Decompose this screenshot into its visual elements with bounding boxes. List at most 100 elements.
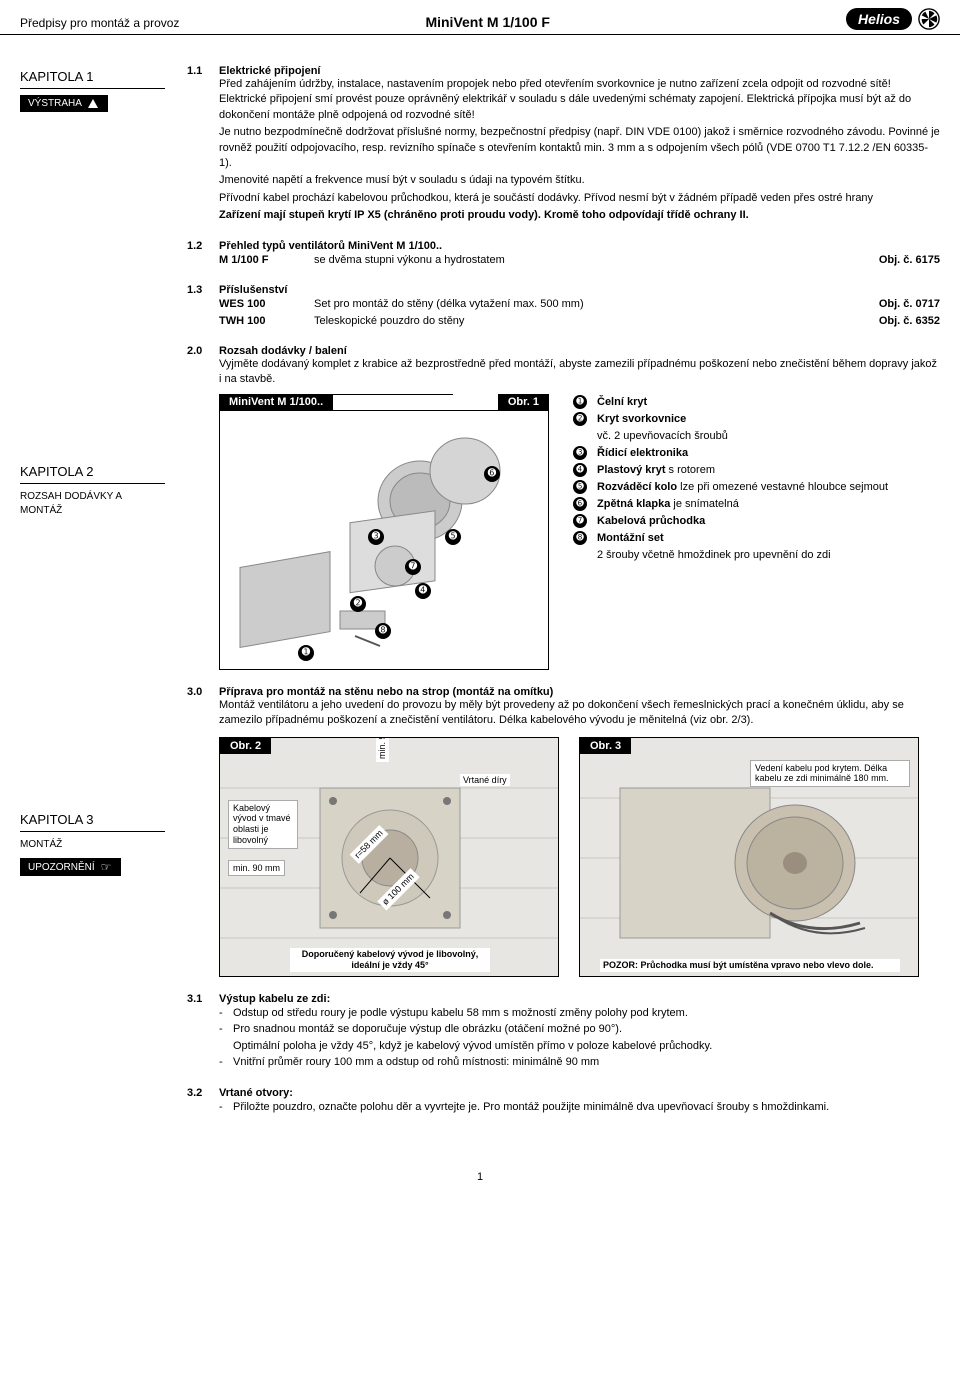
section-2-0: 2.0 Rozsah dodávky / balení Vyjměte dodá… (187, 345, 940, 670)
legend-num: ➐ (573, 514, 587, 528)
callout-5: ➎ (445, 529, 461, 545)
paragraph: Vyjměte dodávaný komplet z krabice až be… (219, 357, 940, 388)
obj-number: Obj. č. 0717 (850, 296, 940, 313)
legend-num: ➌ (573, 446, 587, 460)
fig1-label: Obr. 1 (498, 394, 549, 410)
sec-title: Rozsah dodávky / balení (219, 345, 347, 357)
sidebar-chapter-2: KAPITOLA 2 ROZSAH DODÁVKY A MONTÁŽ (20, 464, 165, 518)
obj-number: Obj. č. 6175 (850, 252, 940, 269)
list-item: -Pro snadnou montáž se doporučuje výstup… (219, 1021, 940, 1038)
legend-text: Čelní kryt (597, 394, 647, 411)
figure-2: Obr. 2 (219, 737, 559, 977)
sec-num: 1.3 (187, 284, 211, 296)
table-row: WES 100 Set pro montáž do stěny (délka v… (219, 296, 940, 313)
model-desc: se dvěma stupni výkonu a hydrostatem (314, 252, 850, 269)
paragraph-bold: Zařízení mají stupeň krytí IP X5 (chráně… (219, 208, 940, 223)
sec-title: Přehled typů ventilátorů MiniVent M 1/10… (219, 240, 442, 252)
badge-text: UPOZORNĚNÍ (28, 862, 95, 873)
sidebar: KAPITOLA 1 VÝSTRAHA KAPITOLA 2 ROZSAH DO… (20, 65, 165, 1131)
paragraph: Je nutno bezpodmínečně dodržovat přísluš… (219, 125, 940, 171)
legend-item: ➐ Kabelová průchodka (573, 513, 888, 530)
legend-item: ➑Montážní set2 šrouby včetně hmoždinek p… (573, 530, 888, 564)
section-3-2: 3.2 Vrtané otvory: -Přiložte pouzdro, oz… (187, 1087, 940, 1116)
header-logo: Helios (846, 8, 940, 30)
model-code: M 1/100 F (219, 252, 314, 269)
legend-item: ➋Kryt svorkovnicevč. 2 upevňovacích šrou… (573, 411, 888, 445)
sec-num: 3.0 (187, 686, 211, 698)
section-3-1: 3.1 Výstup kabelu ze zdi: -Odstup od stř… (187, 993, 940, 1071)
sec-title: Vrtané otvory: (219, 1087, 293, 1099)
list-item: Optimální poloha je vždy 45°, když je ka… (219, 1038, 940, 1055)
sec-title: Elektrické připojení (219, 65, 320, 77)
legend-item: ➌ Řídicí elektronika (573, 445, 888, 462)
sec-num: 1.2 (187, 240, 211, 252)
paragraph: Před zahájením údržby, instalace, nastav… (219, 77, 940, 123)
list-item: -Vnitřní průměr roury 100 mm a odstup od… (219, 1054, 940, 1071)
legend-text: Rozváděcí kolo lze při omezené vestavné … (597, 479, 888, 496)
legend-item: ➎ Rozváděcí kolo lze při omezené vestavné… (573, 479, 888, 496)
chapter-2-subtitle: ROZSAH DODÁVKY A MONTÁŽ (20, 490, 165, 518)
figure-1-legend: ➊ Čelní kryt➋Kryt svorkovnicevč. 2 upevňo… (573, 394, 888, 564)
fig2-label: Obr. 2 (220, 738, 271, 754)
chapter-3-subtitle: MONTÁŽ (20, 838, 165, 852)
figure-1-block: MiniVent M 1/100.. Obr. 1 (219, 394, 940, 670)
legend-item: ➍Plastový kryt s rotorem (573, 462, 888, 479)
main: 1.1 Elektrické připojení Před zahájením … (187, 65, 940, 1131)
page-content: KAPITOLA 1 VÝSTRAHA KAPITOLA 2 ROZSAH DO… (0, 35, 960, 1151)
obj-number: Obj. č. 6352 (850, 313, 940, 330)
header-doc-type: Předpisy pro montáž a provoz (20, 16, 179, 30)
fig1-title: MiniVent M 1/100.. (219, 394, 333, 410)
paragraph: Přívodní kabel prochází kabelovou průcho… (219, 191, 940, 206)
chapter-1-title: KAPITOLA 1 (20, 69, 165, 84)
section-1-2: 1.2 Přehled typů ventilátorů MiniVent M … (187, 240, 940, 269)
sec-title: Výstup kabelu ze zdi: (219, 993, 330, 1005)
legend-num: ➍ (573, 463, 587, 477)
legend-num: ➏ (573, 497, 587, 511)
list-item: -Přiložte pouzdro, označte polohu děr a … (219, 1099, 940, 1116)
callout-3: ➌ (368, 529, 384, 545)
legend-num: ➎ (573, 480, 587, 494)
sidebar-chapter-1: KAPITOLA 1 VÝSTRAHA (20, 69, 165, 120)
logo-text: Helios (846, 8, 912, 30)
legend-text: Kabelová průchodka (597, 513, 705, 530)
fig2-caption: Doporučený kabelový vývod je libovolný, … (290, 948, 490, 972)
acc-desc: Teleskopické pouzdro do stěny (314, 313, 850, 330)
page-number: 1 (0, 1171, 960, 1183)
sec-num: 2.0 (187, 345, 211, 357)
section-1-1: 1.1 Elektrické připojení Před zahájením … (187, 65, 940, 224)
fig2-annotation: Vrtané díry (460, 774, 510, 787)
callout-4: ➍ (415, 583, 431, 599)
notice-badge: UPOZORNĚNÍ ☞ (20, 858, 121, 876)
chapter-3-title: KAPITOLA 3 (20, 812, 165, 827)
acc-code: WES 100 (219, 296, 314, 313)
legend-text: Zpětná klapka je snímatelná (597, 496, 739, 513)
table-row: M 1/100 F se dvěma stupni výkonu a hydro… (219, 252, 940, 269)
fan-icon (918, 8, 940, 30)
sec-title: Příprava pro montáž na stěnu nebo na str… (219, 686, 553, 698)
sidebar-chapter-3: KAPITOLA 3 MONTÁŽ UPOZORNĚNÍ ☞ (20, 812, 165, 884)
paragraph: Jmenovité napětí a frekvence musí být v … (219, 173, 940, 188)
chapter-2-title: KAPITOLA 2 (20, 464, 165, 479)
figure-row: Obr. 2 (219, 737, 940, 977)
sec-title: Příslušenství (219, 284, 287, 296)
fig3-annotation: Vedení kabelu pod krytem. Délka kabelu z… (750, 760, 910, 788)
callout-6: ➏ (484, 466, 500, 482)
list-item: -Odstup od středu roury je podle výstupu… (219, 1005, 940, 1022)
hand-icon: ☞ (101, 861, 112, 873)
paragraph: Montáž ventilátoru a jeho uvedení do pro… (219, 698, 940, 729)
acc-code: TWH 100 (219, 313, 314, 330)
legend-item: ➏ Zpětná klapka je snímatelná (573, 496, 888, 513)
sec-num: 3.1 (187, 993, 211, 1005)
fig2-annotation: Kabelový vývod v tmavé oblasti je libovo… (228, 800, 298, 849)
callout-1: ➊ (298, 645, 314, 661)
legend-text: Montážní set2 šrouby včetně hmoždinek pr… (597, 530, 831, 564)
legend-text: Řídicí elektronika (597, 445, 688, 462)
sec-num: 1.1 (187, 65, 211, 77)
legend-num: ➊ (573, 395, 587, 409)
callout-2: ➋ (350, 596, 366, 612)
sec-num: 3.2 (187, 1087, 211, 1099)
acc-desc: Set pro montáž do stěny (délka vytažení … (314, 296, 850, 313)
warning-badge: VÝSTRAHA (20, 95, 108, 112)
warning-icon (88, 99, 98, 108)
legend-num: ➋ (573, 412, 587, 426)
